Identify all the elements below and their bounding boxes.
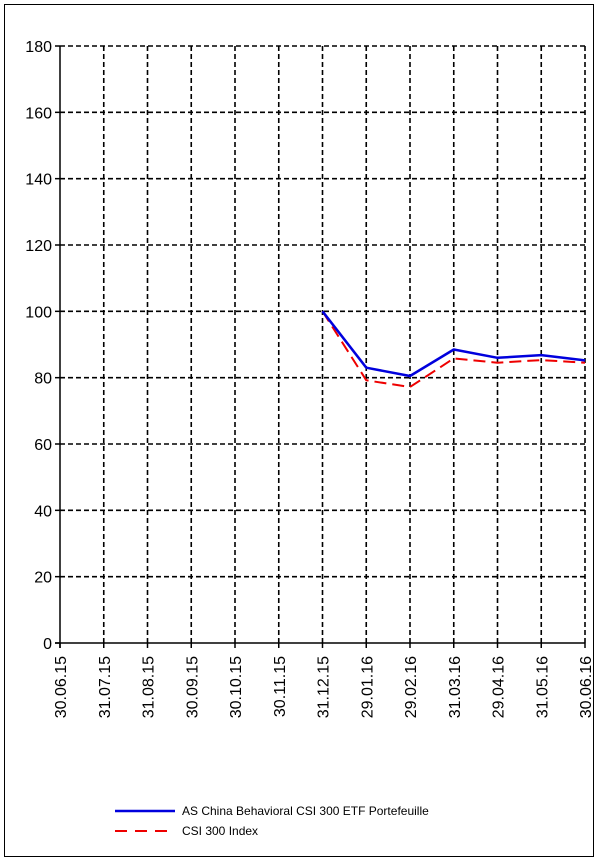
y-tick-label: 180 bbox=[25, 39, 52, 56]
x-tick-label: 31.07.15 bbox=[97, 656, 114, 718]
legend-label-portfolio: AS China Behavioral CSI 300 ETF Portefeu… bbox=[182, 804, 429, 818]
y-axis-tick-labels: 0 20 40 60 80 100 120 140 160 180 bbox=[25, 39, 52, 653]
x-tick-label: 31.08.15 bbox=[141, 656, 158, 718]
x-tick-label: 30.06.16 bbox=[578, 656, 595, 718]
series-line-1 bbox=[321, 310, 586, 388]
legend: AS China Behavioral CSI 300 ETF Portefeu… bbox=[115, 804, 429, 838]
vertical-gridlines bbox=[102, 46, 586, 643]
x-tick-label: 30.10.15 bbox=[228, 656, 245, 718]
y-tick-label: 160 bbox=[25, 105, 52, 122]
y-tick-label: 0 bbox=[43, 636, 52, 653]
x-tick-label: 30.06.15 bbox=[53, 656, 70, 718]
x-tick-label: 30.09.15 bbox=[184, 656, 201, 718]
legend-label-csi300: CSI 300 Index bbox=[182, 824, 258, 838]
y-tick-label: 40 bbox=[34, 503, 52, 520]
y-tick-label: 80 bbox=[34, 371, 52, 388]
series-line-0 bbox=[321, 310, 586, 378]
x-tick-label: 31.05.16 bbox=[534, 656, 551, 718]
x-tick-label: 31.12.15 bbox=[316, 656, 333, 718]
axes bbox=[55, 45, 586, 648]
y-tick-label: 20 bbox=[34, 570, 52, 587]
y-tick-label: 140 bbox=[25, 172, 52, 189]
x-tick-label: 29.04.16 bbox=[491, 656, 508, 718]
x-tick-label: 29.01.16 bbox=[359, 656, 376, 718]
y-tick-label: 60 bbox=[34, 437, 52, 454]
series-lines bbox=[321, 310, 586, 388]
x-tick-label: 31.03.16 bbox=[447, 656, 464, 718]
y-tick-label: 120 bbox=[25, 238, 52, 255]
x-axis-tick-labels: 30.06.15 31.07.15 31.08.15 30.09.15 30.10.15… bbox=[53, 656, 595, 718]
x-tick-label: 29.02.16 bbox=[403, 656, 420, 718]
x-tick-label: 30.11.15 bbox=[272, 656, 289, 717]
y-tick-label: 100 bbox=[25, 304, 52, 321]
